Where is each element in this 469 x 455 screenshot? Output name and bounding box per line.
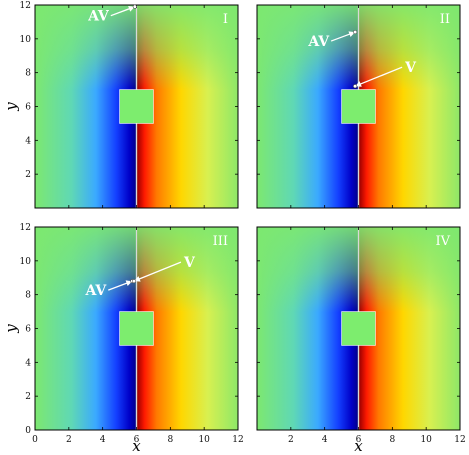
annotation-point: [132, 4, 137, 9]
panel-label: III: [213, 234, 228, 249]
obstacle: [119, 311, 154, 346]
x-tick-label: 12: [454, 435, 465, 445]
y-tick-label: 0: [25, 426, 31, 436]
annotation-label: V: [183, 255, 196, 271]
x-tick-label: 6: [356, 435, 362, 445]
y-tick-label: 2: [25, 170, 31, 180]
x-tick-label: 4: [100, 435, 106, 445]
x-tick-label: 2: [288, 435, 294, 445]
y-tick-label: 6: [25, 103, 31, 113]
annotation-label: AV: [85, 283, 108, 299]
y-tick-label: 10: [20, 257, 32, 267]
annotation-arrow: [133, 261, 182, 282]
y-axis-label: y: [2, 102, 20, 112]
annotation-point: [353, 30, 358, 35]
obstacle: [341, 311, 376, 346]
x-tick-label: 10: [198, 435, 210, 445]
panel-label: II: [440, 12, 450, 27]
x-tick-label: 2: [66, 435, 72, 445]
obstacle: [341, 89, 376, 124]
x-axis-label: x: [132, 437, 141, 455]
y-tick-label: 12: [20, 223, 31, 233]
y-tick-label: 12: [20, 1, 31, 11]
y-tick-label: 10: [20, 35, 32, 45]
x-axis-label: x: [354, 437, 363, 455]
y-tick-label: 2: [25, 392, 31, 402]
annotation-arrow: [354, 66, 403, 87]
panel-label: IV: [435, 234, 450, 249]
y-axis-label: y: [2, 324, 20, 334]
x-tick-label: 12: [232, 435, 243, 445]
x-tick-label: 8: [389, 435, 395, 445]
y-tick-label: 8: [25, 69, 31, 79]
annotation-label: AV: [87, 9, 110, 25]
y-tick-label: 8: [25, 291, 31, 301]
panel-1: [34, 4, 239, 209]
annotation-label: V: [404, 60, 417, 76]
y-tick-label: 6: [25, 325, 31, 335]
annotation-point: [131, 279, 137, 284]
y-tick-label: 4: [25, 358, 31, 368]
panel-2: [256, 4, 461, 209]
x-tick-label: 10: [420, 435, 432, 445]
x-tick-label: 4: [322, 435, 328, 445]
annotation-point: [353, 84, 358, 89]
y-tick-label: 4: [25, 136, 31, 146]
x-tick-label: 0: [32, 435, 38, 445]
x-tick-label: 6: [134, 435, 140, 445]
panel-4: [256, 226, 461, 431]
panel-3: [34, 226, 239, 431]
annotation-label: AV: [307, 34, 330, 50]
obstacle: [119, 89, 154, 124]
panel-label: I: [223, 12, 228, 27]
x-tick-label: 8: [167, 435, 173, 445]
